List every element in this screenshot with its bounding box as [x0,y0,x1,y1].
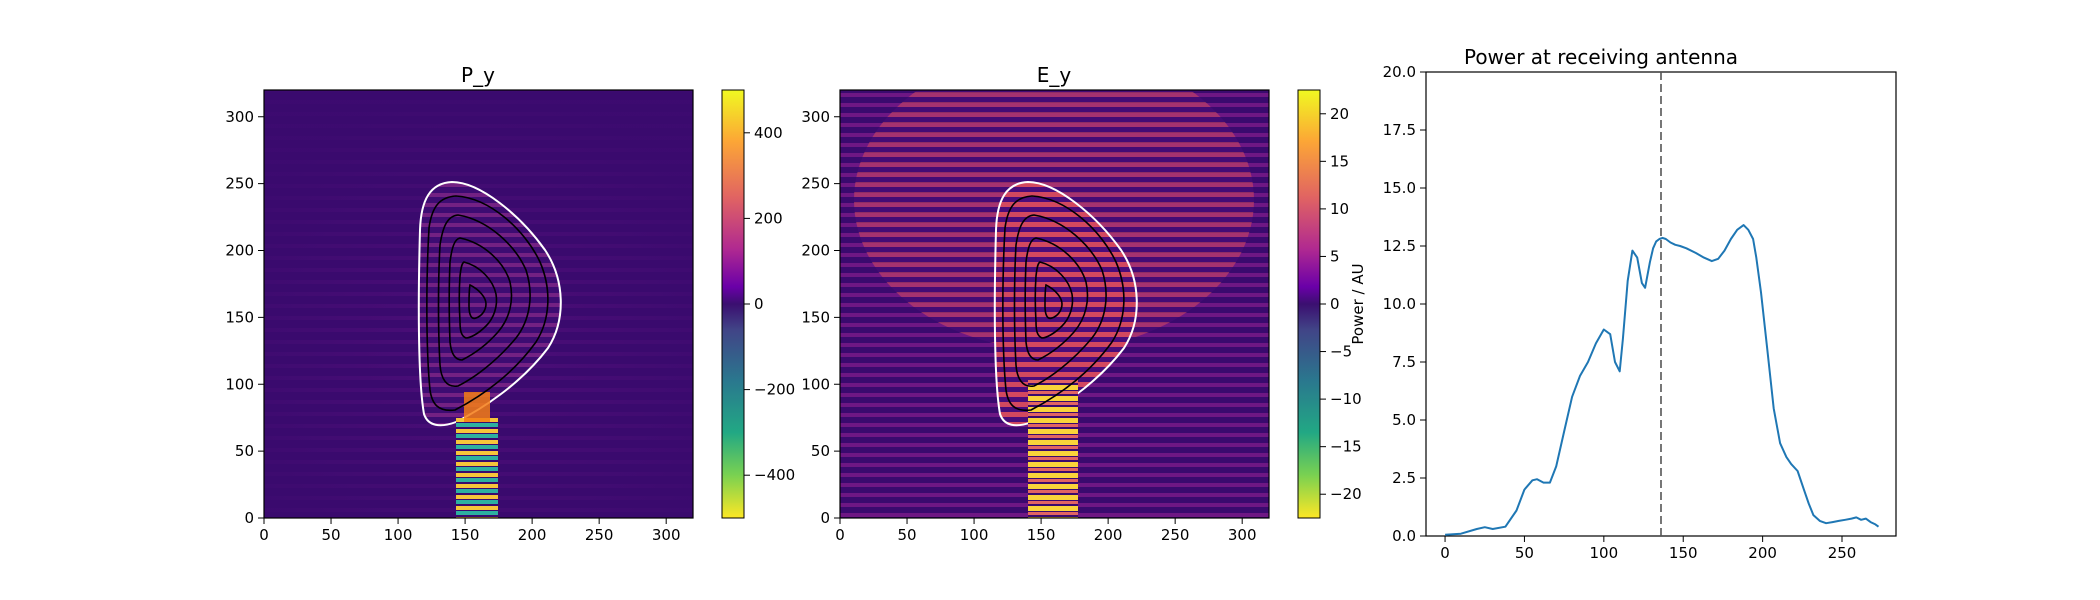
power-y-tick-label: 5.0 [1392,411,1416,429]
p-y-x-tick-label: 50 [321,526,340,544]
power-y-tick-label: 0.0 [1392,527,1416,545]
p-y-colorbar [721,89,745,519]
power-y-tick-label: 10.0 [1383,295,1416,313]
e-y-colorbar-tick-label: 10 [1330,200,1349,218]
power-x-tick-label: 50 [1515,544,1534,562]
e-y-colorbar-tick-label: −20 [1330,485,1362,503]
flux-contours [1002,195,1125,412]
e-y-y-tick-label: 200 [801,242,830,260]
p-y-heatmap [263,89,694,519]
p-y-x-tick-label: 200 [518,526,547,544]
e-y-colorbar-tick-label: −15 [1330,438,1362,456]
power-y-tick-label: 15.0 [1383,179,1416,197]
p-y-x-tick-label: 300 [652,526,681,544]
e-y-colorbar-tick-label: 20 [1330,105,1349,123]
p-y-colorbar-ticks: 400 200 0 −200 −400 [744,124,795,484]
power-y-label: Power / AU [1349,263,1367,344]
power-series-line [1445,224,1880,536]
power-y-tick-label: 20.0 [1383,63,1416,81]
p-y-x-tick-label: 150 [451,526,480,544]
e-y-y-tick-label: 50 [811,442,830,460]
power-line-layer [1445,72,1880,536]
e-y-title: E_y [1037,63,1072,87]
e-y-y-tick-label: 100 [801,375,830,393]
p-y-colorbar-tick-label: 0 [754,295,764,313]
e-y-colorbar-tick-label: 5 [1330,247,1340,265]
power-x-tick-label: 0 [1440,544,1450,562]
power-chart-title: Power at receiving antenna [1464,45,1738,69]
p-y-x-tick-label: 250 [585,526,614,544]
p-y-x-tick-label: 0 [259,526,269,544]
power-y-tick-label: 12.5 [1383,237,1416,255]
e-y-x-tick-label: 50 [897,526,916,544]
flux-contours [426,195,549,412]
p-y-y-tick-label: 300 [225,108,254,126]
p-y-y-tick-label: 100 [225,375,254,393]
p-y-y-tick-label: 50 [235,442,254,460]
power-x-tick-label: 200 [1748,544,1777,562]
e-y-colorbar [1297,89,1321,519]
p-y-title: P_y [461,63,495,87]
e-y-x-tick-label: 0 [835,526,845,544]
e-y-x-tick-label: 100 [960,526,989,544]
p-y-y-tick-label: 0 [244,509,254,527]
power-x-tick-label: 100 [1590,544,1619,562]
power-x-tick-label: 250 [1828,544,1857,562]
p-y-colorbar-tick-label: 200 [754,209,783,227]
power-axes: 0 50 100 150 200 250 0.0 2.5 5.0 7.5 10.0 12.5 15.0 1… [1383,63,1857,562]
power-y-tick-label: 2.5 [1392,469,1416,487]
p-y-x-tick-label: 100 [384,526,413,544]
e-y-colorbar-tick-label: −5 [1330,343,1352,361]
p-y-axes: 0 50 100 150 200 250 300 0 50 100 150 200 250 300 [225,108,680,544]
p-y-colorbar-tick-label: −200 [754,381,795,399]
p-y-y-tick-label: 250 [225,175,254,193]
beam [456,418,498,518]
e-y-x-tick-label: 250 [1161,526,1190,544]
e-y-y-tick-label: 300 [801,108,830,126]
e-y-heatmap [839,89,1270,519]
power-x-tick-label: 150 [1669,544,1698,562]
e-y-y-tick-label: 250 [801,175,830,193]
e-y-x-tick-label: 200 [1094,526,1123,544]
e-y-colorbar-tick-label: 15 [1330,152,1349,170]
e-y-colorbar-tick-label: 0 [1330,295,1340,313]
e-y-x-tick-label: 300 [1228,526,1257,544]
e-y-y-tick-label: 150 [801,308,830,326]
p-y-y-tick-label: 150 [225,308,254,326]
p-y-colorbar-tick-label: −400 [754,466,795,484]
power-y-tick-label: 17.5 [1383,121,1416,139]
e-y-x-tick-label: 150 [1027,526,1056,544]
e-y-colorbar-tick-label: −10 [1330,390,1362,408]
e-y-y-tick-label: 0 [820,509,830,527]
beam [1028,380,1078,518]
e-y-axes: 0 50 100 150 200 250 300 0 50 100 150 200 250 300 [801,108,1256,544]
p-y-colorbar-tick-label: 400 [754,124,783,142]
e-y-colorbar-ticks: 20 15 10 5 0 −5 −10 −15 −20 [1320,105,1362,503]
p-y-y-tick-label: 200 [225,242,254,260]
power-y-tick-label: 7.5 [1392,353,1416,371]
